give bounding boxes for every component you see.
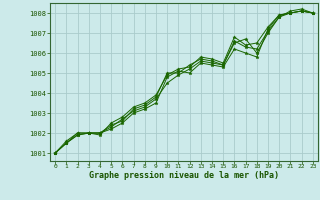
- X-axis label: Graphe pression niveau de la mer (hPa): Graphe pression niveau de la mer (hPa): [89, 171, 279, 180]
